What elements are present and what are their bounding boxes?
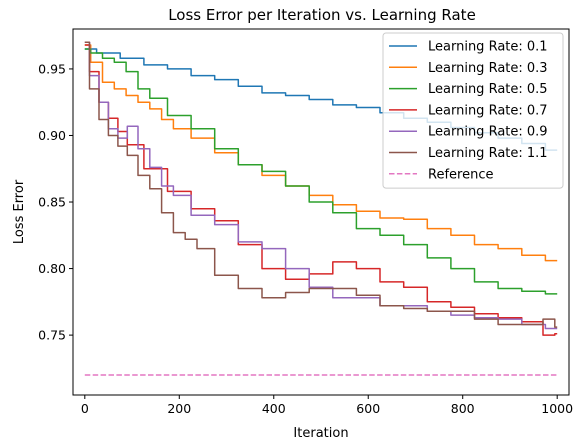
x-tick-label: 400	[262, 401, 286, 416]
y-tick-label: 0.75	[38, 328, 66, 343]
legend-box	[382, 32, 564, 189]
x-tick-label: 800	[451, 401, 475, 416]
y-tick-label: 0.80	[38, 261, 66, 276]
legend-label-0: Learning Rate: 0.1	[428, 40, 548, 55]
series-line-4	[84, 41, 558, 330]
x-axis-label: Iteration	[293, 426, 348, 441]
y-tick-label: 0.85	[38, 195, 66, 210]
series-line-1	[84, 44, 558, 262]
series-line-3	[84, 44, 558, 336]
y-axis-ticks: 0.75 0.80 0.85 0.90 0.95	[38, 61, 73, 343]
plot-frame	[72, 28, 570, 396]
y-axis-label: Loss Error	[12, 179, 27, 244]
series-line-5	[84, 41, 558, 328]
x-tick-label: 600	[356, 401, 380, 416]
legend-label-2: Learning Rate: 0.5	[428, 82, 548, 97]
x-tick-label: 1000	[541, 401, 573, 416]
y-tick-label: 0.90	[38, 128, 66, 143]
series-lines	[84, 41, 558, 376]
legend: Learning Rate: 0.1 Learning Rate: 0.3 Lear…	[382, 32, 564, 189]
legend-label-3: Learning Rate: 0.7	[428, 103, 548, 118]
series-line-2	[84, 48, 558, 295]
x-axis-ticks: 0 200 400 600 800 1000	[81, 395, 573, 416]
chart-title: Loss Error per Iteration vs. Learning Ra…	[168, 6, 476, 24]
legend-label-6: Reference	[428, 167, 493, 182]
legend-label-4: Learning Rate: 0.9	[428, 125, 548, 140]
legend-label-5: Learning Rate: 1.1	[428, 146, 548, 161]
x-tick-label: 0	[81, 401, 89, 416]
x-tick-label: 200	[167, 401, 191, 416]
legend-label-1: Learning Rate: 0.3	[428, 61, 548, 76]
y-tick-label: 0.95	[38, 61, 66, 76]
